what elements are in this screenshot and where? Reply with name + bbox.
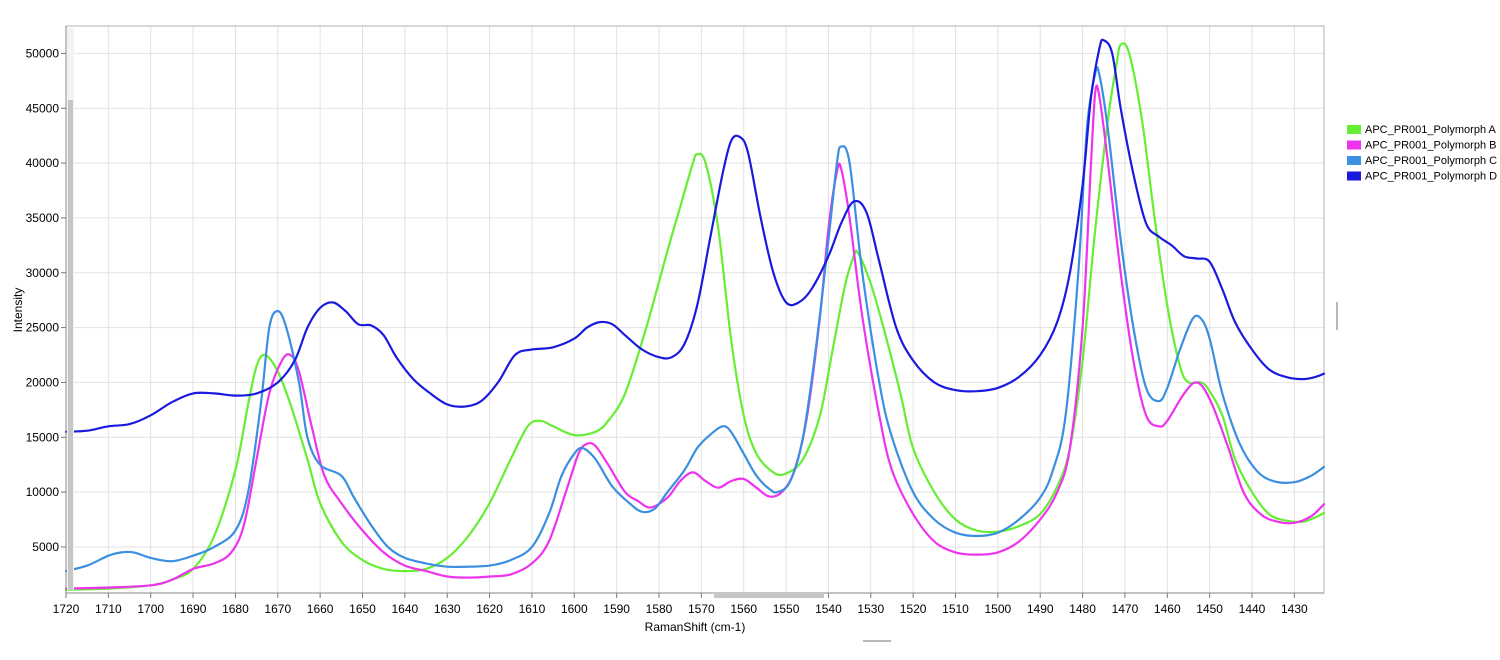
y-axis-title: Intensity (11, 288, 25, 333)
x-tick-label: 1700 (137, 602, 164, 616)
x-tick-label: 1680 (222, 602, 249, 616)
legend-swatch (1347, 140, 1361, 150)
y-tick-label: 50000 (26, 46, 60, 60)
y-tick-label: 45000 (26, 101, 60, 115)
x-tick-label: 1540 (815, 602, 842, 616)
legend-swatch (1347, 171, 1361, 181)
x-tick-label: 1560 (730, 602, 757, 616)
x-tick-label: 1630 (434, 602, 461, 616)
series-line-2 (64, 84, 1326, 590)
y-tick-label: 25000 (26, 321, 60, 335)
y-tick-label: 30000 (26, 266, 60, 280)
x-tick-label: 1480 (1069, 602, 1096, 616)
legend-label: APC_PR001_Polymorph D (1365, 171, 1497, 183)
legend-swatch (1347, 125, 1361, 134)
x-tick-label: 1460 (1154, 602, 1181, 616)
x-tick-label: 1490 (1027, 602, 1054, 616)
legend-label: APC_PR001_Polymorph A (1365, 124, 1497, 136)
series-line-4 (64, 38, 1326, 433)
x-tick-label: 1720 (53, 602, 80, 616)
x-tick-label: 1650 (349, 602, 376, 616)
x-tick-label: 1620 (476, 602, 503, 616)
x-tick-label: 1510 (942, 602, 969, 616)
series-line-1 (64, 42, 1326, 591)
x-tick-label: 1550 (773, 602, 800, 616)
x-tick-label: 1670 (264, 602, 291, 616)
horizontal-scrollbar-thumb[interactable] (714, 592, 824, 598)
resize-handle-bottom[interactable] (863, 640, 891, 642)
vertical-scrollbar-thumb[interactable] (68, 100, 73, 590)
grid-lines (65, 26, 1324, 593)
x-tick-label: 1440 (1239, 602, 1266, 616)
x-tick-label: 1590 (603, 602, 630, 616)
y-tick-label: 40000 (26, 156, 60, 170)
x-tick-label: 1430 (1281, 602, 1308, 616)
x-tick-label: 1570 (688, 602, 715, 616)
x-tick-label: 1520 (900, 602, 927, 616)
y-tick-label: 10000 (26, 485, 60, 499)
x-tick-labels: 1720 1710 1700 1690 1680 1670 1660 1650 1640 1630… (53, 592, 1324, 616)
x-tick-label: 1690 (180, 602, 207, 616)
x-tick-label: 1610 (519, 602, 546, 616)
x-axis-title: RamanShift (cm-1) (645, 620, 746, 634)
plot-area-frame (65, 25, 1325, 594)
y-tick-labels: 5000 10000 15000 20000 25000 30000 35000 40000 4… (26, 26, 67, 593)
x-tick-label: 1530 (857, 602, 884, 616)
legend-label: APC_PR001_Polymorph B (1365, 140, 1496, 152)
y-tick-label: 35000 (26, 211, 60, 225)
x-tick-label: 1640 (392, 602, 419, 616)
legend-swatch (1347, 156, 1361, 165)
x-tick-label: 1660 (307, 602, 334, 616)
y-tick-label: 20000 (26, 375, 60, 389)
legend-label: APC_PR001_Polymorph C (1365, 155, 1497, 167)
x-tick-label: 1470 (1112, 602, 1139, 616)
resize-handle-right[interactable] (1336, 302, 1338, 330)
series-lines (64, 38, 1326, 591)
x-tick-label: 1580 (646, 602, 673, 616)
x-tick-label: 1450 (1196, 602, 1223, 616)
x-tick-label: 1710 (95, 602, 122, 616)
y-tick-label: 15000 (26, 430, 60, 444)
y-tick-label: 5000 (32, 540, 59, 554)
series-line-3 (64, 66, 1326, 573)
legend: APC_PR001_Polymorph A APC_PR001_Polymorph… (1347, 124, 1497, 183)
x-tick-label: 1500 (985, 602, 1012, 616)
x-tick-label: 1600 (561, 602, 588, 616)
